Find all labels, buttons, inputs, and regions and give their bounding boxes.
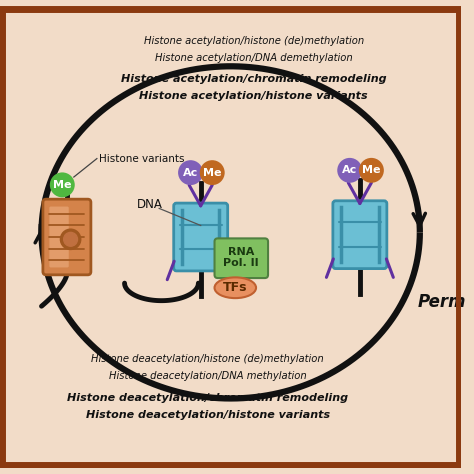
FancyBboxPatch shape [215, 238, 268, 278]
Text: RNA
Pol. II: RNA Pol. II [223, 247, 259, 268]
Text: Histone acetylation/chromatin remodeling: Histone acetylation/chromatin remodeling [121, 74, 387, 84]
Text: Histone variants: Histone variants [99, 154, 185, 164]
Text: Ac: Ac [183, 168, 198, 178]
FancyBboxPatch shape [173, 203, 228, 271]
Ellipse shape [215, 277, 256, 298]
Text: Ac: Ac [342, 165, 357, 175]
Circle shape [178, 160, 203, 185]
Text: Histone acetylation/DNA demethylation: Histone acetylation/DNA demethylation [155, 53, 353, 63]
Text: TFs: TFs [223, 281, 247, 294]
Text: Perm: Perm [418, 292, 466, 310]
FancyBboxPatch shape [43, 199, 91, 275]
Text: Me: Me [362, 165, 381, 175]
Text: Me: Me [53, 180, 72, 190]
Circle shape [64, 232, 78, 246]
Text: DNA: DNA [137, 198, 163, 211]
Text: Histone deacetylation/chromatin remodeling: Histone deacetylation/chromatin remodeli… [67, 392, 348, 402]
Circle shape [61, 229, 81, 249]
Text: Histone acetylation/histone (de)methylation: Histone acetylation/histone (de)methylat… [144, 36, 364, 46]
Circle shape [50, 173, 75, 197]
Circle shape [337, 158, 362, 183]
FancyBboxPatch shape [49, 207, 69, 267]
Text: Histone acetylation/histone variants: Histone acetylation/histone variants [139, 91, 368, 101]
Circle shape [200, 160, 225, 185]
Text: Me: Me [203, 168, 221, 178]
Text: Histone deacetylation/DNA methylation: Histone deacetylation/DNA methylation [109, 371, 307, 381]
Text: Histone deacetylation/histone variants: Histone deacetylation/histone variants [85, 410, 330, 419]
FancyBboxPatch shape [333, 201, 387, 269]
Text: Histone deacetylation/histone (de)methylation: Histone deacetylation/histone (de)methyl… [91, 354, 324, 364]
Circle shape [359, 158, 384, 183]
